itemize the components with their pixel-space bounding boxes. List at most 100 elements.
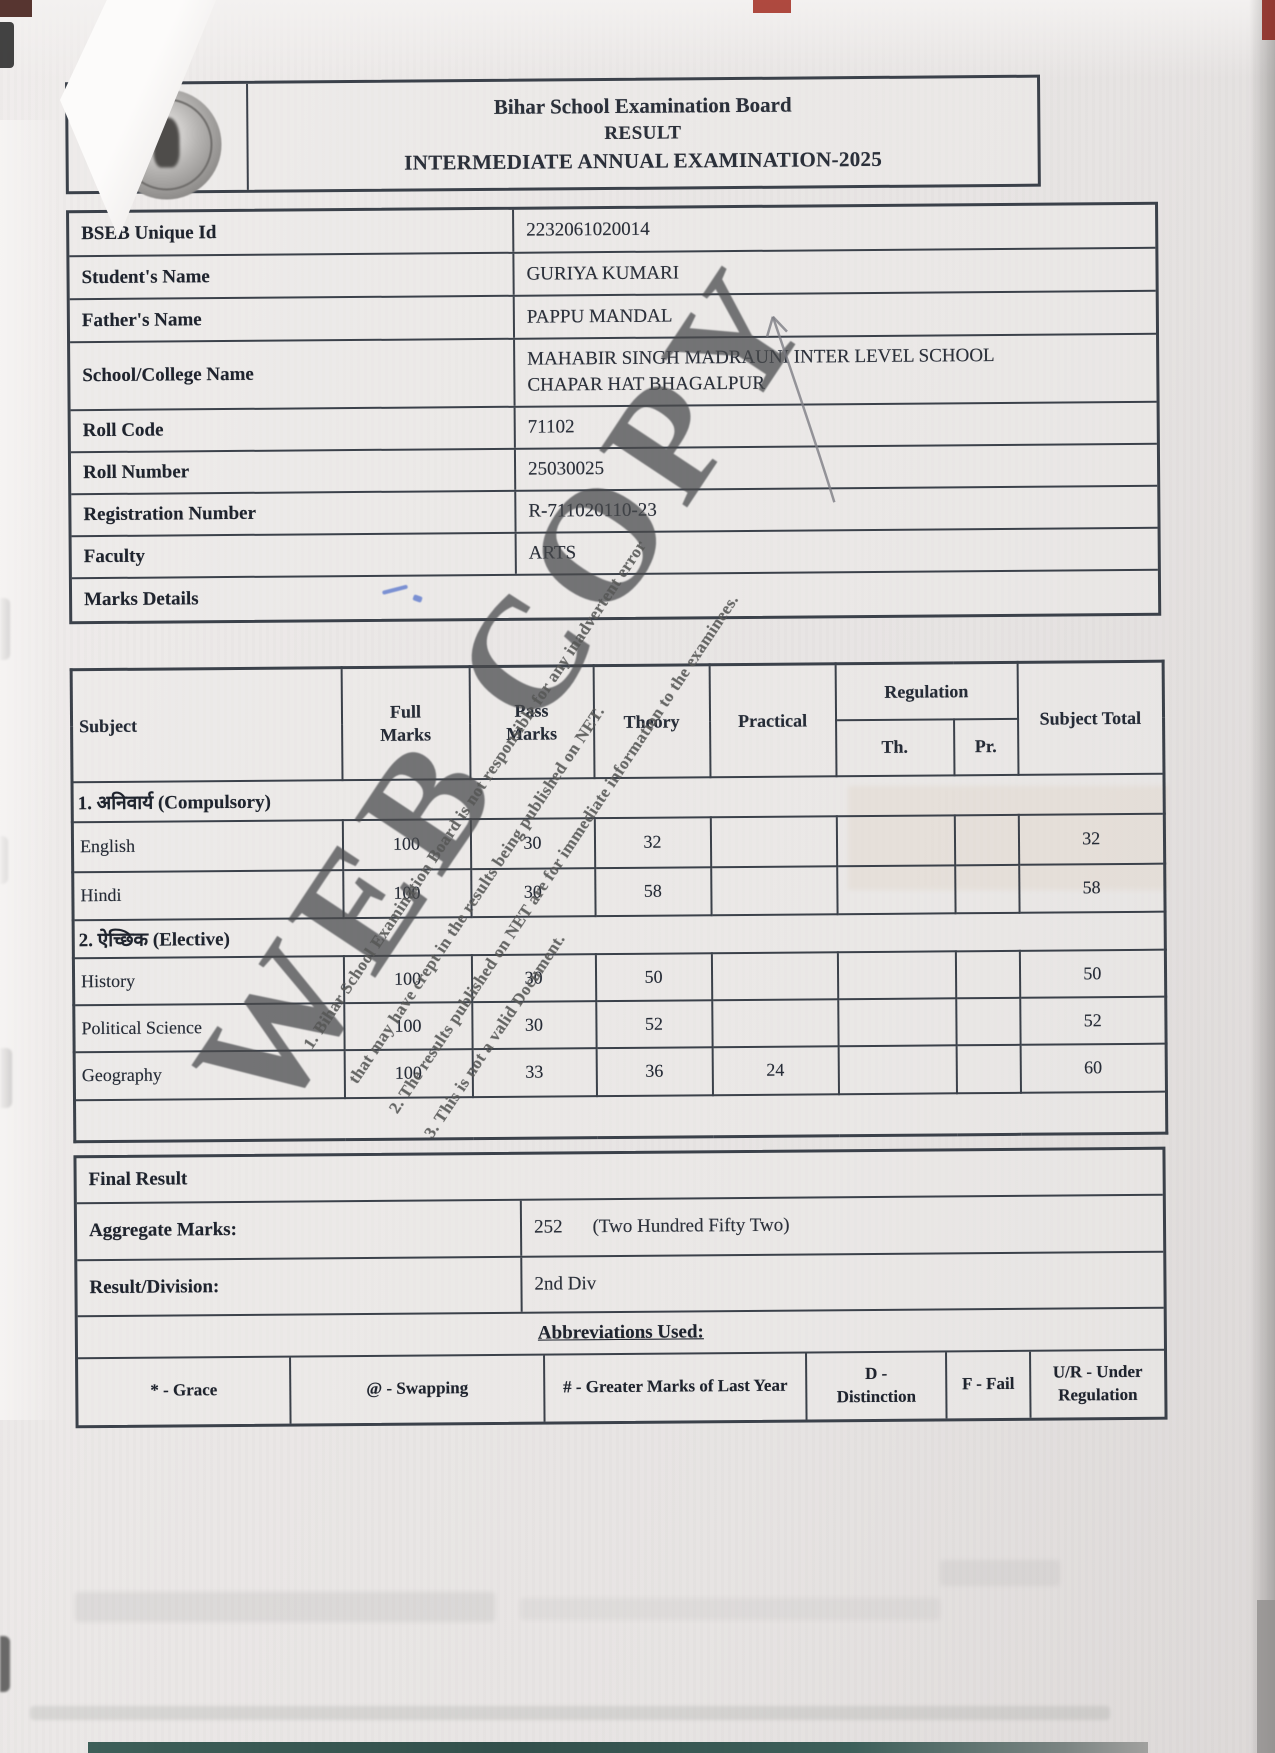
empty-row [74, 1091, 1167, 1142]
abbreviations-grid: * - Grace @ - Swapping # - Greater Marks… [78, 1350, 1164, 1425]
red-mark-top [753, 0, 791, 13]
full-marks: 100 [344, 1048, 473, 1098]
subject-row-geography: Geography 100 33 36 24 60 [74, 1043, 1167, 1100]
regulation-th [837, 950, 956, 999]
roll-code-label: Roll Code [70, 407, 516, 452]
scan-bottom-strip [88, 1742, 1148, 1753]
pass-marks: 30 [471, 953, 596, 1002]
col-pass-marks: Pass Marks [469, 665, 594, 779]
practical-marks [711, 951, 838, 1000]
full-marks: 100 [343, 1001, 473, 1050]
abbreviations-title: Abbreviations Used: [537, 1320, 704, 1344]
theory-marks: 52 [595, 999, 713, 1048]
board-name: Bihar School Examination Board [493, 92, 792, 119]
result-division-value: 2nd Div [534, 1272, 597, 1295]
scan-smudge [0, 1636, 10, 1692]
ghost-text-showthrough [75, 1592, 495, 1622]
col-practical: Practical [709, 663, 836, 777]
subject-total: 60 [1020, 1043, 1167, 1093]
regulation-th [838, 1044, 957, 1094]
student-name-label: Student's Name [69, 253, 515, 299]
student-info-table: BSEB Unique Id 2232061020014 Student's N… [66, 201, 1162, 625]
theory-marks: 50 [595, 952, 712, 1001]
practical-marks [710, 815, 837, 867]
subject-row-history: History 100 30 50 50 [73, 949, 1166, 1005]
col-regulation-th: Th. [835, 718, 954, 776]
document-header: Bihar School Examination Board RESULT IN… [65, 74, 1041, 200]
scan-edge-shadow [1249, 0, 1275, 1753]
scan-corner-mark [0, 0, 32, 17]
document-title: Bihar School Examination Board RESULT IN… [248, 78, 1038, 190]
exam-name: INTERMEDIATE ANNUAL EXAMINATION-2025 [404, 146, 883, 175]
subject-name: English [72, 819, 343, 872]
subject-total: 52 [1019, 996, 1167, 1045]
theory-marks: 36 [596, 1046, 713, 1096]
abbreviations-row: * - Grace @ - Swapping # - Greater Marks… [78, 1350, 1164, 1425]
practical-marks [711, 998, 839, 1047]
regulation-th [837, 997, 957, 1046]
unique-id-label: BSEB Unique Id [69, 209, 515, 256]
subject-row-english: English 100 30 32 32 [72, 813, 1165, 872]
full-marks: 100 [343, 954, 472, 1003]
col-theory: Theory [593, 664, 710, 778]
col-regulation: Regulation [835, 662, 1018, 720]
school-label: School/College Name [70, 339, 516, 410]
ghost-text-showthrough [940, 1560, 1060, 1586]
aggregate-marks-row: Aggregate Marks: 252 (Two Hundred Fifty … [76, 1195, 1164, 1261]
pen-arrow-mark [765, 315, 836, 503]
marks-table: Subject Full Marks Pass Marks Theory Pra… [69, 659, 1169, 1143]
col-subject: Subject [71, 667, 343, 782]
subject-name: Political Science [73, 1002, 345, 1052]
result-label: RESULT [604, 122, 682, 144]
theory-marks: 32 [594, 816, 711, 868]
aggregate-number: 252 [533, 1216, 563, 1238]
info-row-school: School/College Name MAHABIR SINGH MADRAU… [70, 334, 1157, 412]
regulation-pr [955, 997, 1021, 1045]
unique-id-value: 2232061020014 [526, 218, 650, 241]
regulation-pr [955, 950, 1020, 998]
col-full-marks: Full Marks [341, 666, 470, 780]
subject-total: 50 [1019, 949, 1166, 998]
subject-total: 32 [1018, 813, 1165, 865]
theory-marks: 58 [594, 866, 712, 916]
marks-details-label: Marks Details [83, 588, 199, 611]
regulation-pr [954, 864, 1020, 913]
abbrev-distinction: D - Distinction [807, 1351, 948, 1419]
regulation-th [836, 814, 955, 866]
subject-row-hindi: Hindi 100 30 58 58 [72, 863, 1166, 920]
subject-row-political-science: Political Science 100 30 52 52 [73, 996, 1167, 1052]
col-regulation-pr: Pr. [953, 718, 1018, 775]
ghost-line-showthrough [30, 1706, 1110, 1720]
full-marks: 100 [342, 868, 472, 918]
full-marks: 100 [342, 818, 471, 870]
faculty-value: ARTS [528, 542, 577, 564]
practical-marks: 24 [712, 1045, 839, 1095]
result-division-label: Result/Division: [77, 1257, 523, 1315]
col-subject-total: Subject Total [1017, 661, 1164, 775]
paper-left-curl [0, 120, 60, 1420]
result-division-row: Result/Division: 2nd Div [77, 1252, 1164, 1317]
abbrev-under-regulation: U/R - Under Regulation [1052, 1362, 1143, 1405]
abbrev-swapping: @ - Swapping [291, 1355, 546, 1424]
subject-name: History [73, 955, 344, 1005]
scan-corner-mark-2 [0, 22, 14, 68]
final-result-label: Final Result [88, 1167, 188, 1190]
subject-name: Geography [74, 1049, 345, 1100]
final-result-block: Final Result Aggregate Marks: 252 (Two H… [73, 1146, 1168, 1428]
result-sheet: Bihar School Examination Board RESULT IN… [65, 74, 1169, 1428]
aggregate-marks-value: 252 (Two Hundred Fifty Two) [522, 1195, 1163, 1255]
pass-marks: 30 [470, 817, 595, 869]
marks-header-row-1: Subject Full Marks Pass Marks Theory Pra… [71, 661, 1164, 782]
faculty-label: Faculty [71, 533, 517, 578]
subject-name: Hindi [72, 869, 344, 920]
red-mark-top-right [1262, 0, 1275, 40]
registration-label: Registration Number [71, 491, 517, 536]
regulation-pr [956, 1044, 1021, 1093]
roll-number-label: Roll Number [70, 449, 517, 494]
abbrev-greater-marks: # - Greater Marks of Last Year [545, 1352, 808, 1422]
practical-marks [710, 865, 838, 915]
ghost-text-showthrough [520, 1598, 940, 1620]
abbrev-fail: F - Fail [947, 1351, 1032, 1418]
pass-marks: 30 [471, 1000, 597, 1049]
